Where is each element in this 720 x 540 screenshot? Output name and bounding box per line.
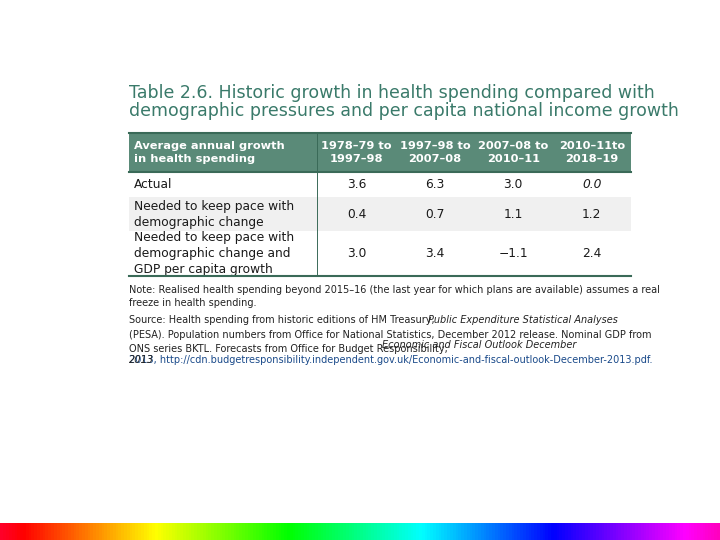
- Text: Economic and Fiscal Outlook December: Economic and Fiscal Outlook December: [382, 340, 577, 349]
- Text: 2013: 2013: [129, 355, 154, 366]
- Text: Needed to keep pace with
demographic change: Needed to keep pace with demographic cha…: [133, 200, 294, 228]
- Text: 0.7: 0.7: [426, 207, 444, 220]
- Text: Public Expenditure Statistical Analyses: Public Expenditure Statistical Analyses: [428, 315, 618, 325]
- Text: Table 2.6. Historic growth in health spending compared with: Table 2.6. Historic growth in health spe…: [129, 84, 654, 102]
- Text: 3.4: 3.4: [426, 247, 444, 260]
- Text: 6.3: 6.3: [426, 178, 444, 191]
- Text: 1.2: 1.2: [582, 207, 601, 220]
- Text: Actual: Actual: [133, 178, 172, 191]
- Text: 2010–11to
2018–19: 2010–11to 2018–19: [559, 141, 625, 164]
- Text: 0.0: 0.0: [582, 178, 601, 191]
- Text: Average annual growth
in health spending: Average annual growth in health spending: [133, 141, 284, 164]
- Text: −1.1: −1.1: [498, 247, 528, 260]
- Text: 1.1: 1.1: [503, 207, 523, 220]
- Text: Source: Health spending from historic editions of HM Treasury,: Source: Health spending from historic ed…: [129, 315, 438, 325]
- Text: 0.4: 0.4: [347, 207, 366, 220]
- Text: Needed to keep pace with
demographic change and
GDP per capita growth: Needed to keep pace with demographic cha…: [133, 231, 294, 275]
- Text: 2007–08 to
2010–11: 2007–08 to 2010–11: [478, 141, 549, 164]
- Text: 3.0: 3.0: [347, 247, 366, 260]
- Text: 1997–98 to
2007–08: 1997–98 to 2007–08: [400, 141, 470, 164]
- Text: 3.6: 3.6: [347, 178, 366, 191]
- FancyBboxPatch shape: [129, 198, 631, 231]
- FancyBboxPatch shape: [129, 231, 631, 275]
- Text: 2013, http://cdn.budgetresponsibility.independent.gov.uk/Economic-and-fiscal-out: 2013, http://cdn.budgetresponsibility.in…: [129, 355, 652, 366]
- FancyBboxPatch shape: [129, 133, 631, 172]
- FancyBboxPatch shape: [129, 172, 631, 198]
- Text: 2.4: 2.4: [582, 247, 601, 260]
- Text: 1978–79 to
1997–98: 1978–79 to 1997–98: [321, 141, 392, 164]
- Text: 3.0: 3.0: [503, 178, 523, 191]
- Text: Note: Realised health spending beyond 2015–16 (the last year for which plans are: Note: Realised health spending beyond 20…: [129, 285, 660, 308]
- Text: demographic pressures and per capita national income growth: demographic pressures and per capita nat…: [129, 102, 679, 120]
- Text: (PESA). Population numbers from Office for National Statistics, December 2012 re: (PESA). Population numbers from Office f…: [129, 330, 652, 354]
